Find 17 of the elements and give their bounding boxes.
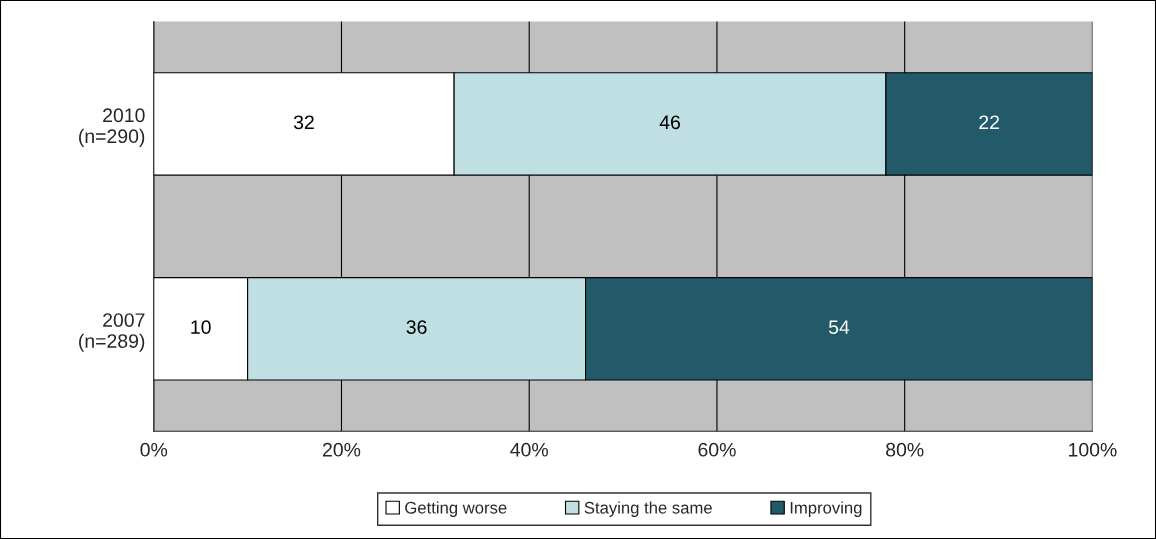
data-label: 36 [406, 320, 427, 335]
data-label: 22 [979, 115, 999, 129]
x-tick-label: 20% [323, 442, 361, 457]
legend-label: Staying the same [584, 501, 712, 517]
data-label: 32 [293, 115, 314, 130]
x-tick-label: 0% [140, 442, 168, 457]
y-tick-label: 2010 (n=290) [79, 108, 145, 147]
x-tick-label: 100% [1069, 442, 1117, 457]
y-tick-label: 2007 (n=289) [79, 313, 145, 352]
x-tick-label: 60% [698, 442, 736, 457]
legend-label: Improving [790, 501, 862, 517]
data-label: 10 [191, 320, 211, 335]
x-tick-label: 40% [510, 442, 548, 457]
x-tick-label: 80% [886, 442, 924, 457]
data-label: 54 [828, 320, 850, 335]
legend-label: Getting worse [405, 501, 507, 517]
data-label: 46 [659, 115, 680, 130]
